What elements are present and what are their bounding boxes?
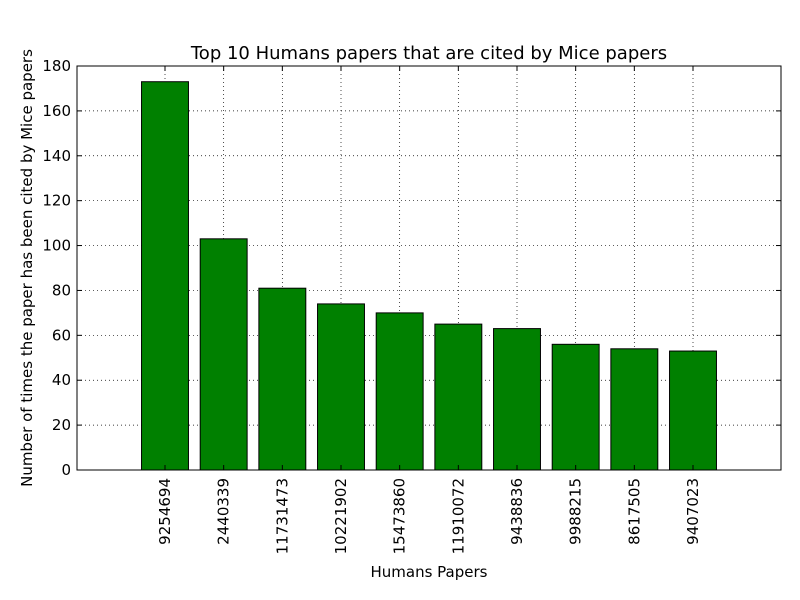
y-tick-label: 40 xyxy=(52,371,71,389)
x-tick-label: 10221902 xyxy=(332,478,350,554)
bar-15473860 xyxy=(375,312,424,471)
x-tick-label: 9254694 xyxy=(156,478,174,545)
y-tick-label: 160 xyxy=(42,102,71,120)
x-tick-label: 8617505 xyxy=(625,478,643,545)
bar-8617505 xyxy=(610,348,659,471)
x-tick-label: 11910072 xyxy=(449,478,467,554)
bar-9407023 xyxy=(669,350,717,471)
x-tick-label: 11731473 xyxy=(273,478,291,554)
bar-11731473 xyxy=(258,287,307,471)
bars xyxy=(141,81,717,471)
y-tick-label: 60 xyxy=(52,326,71,344)
bar-10221902 xyxy=(317,303,365,471)
bar-9254694 xyxy=(141,81,189,471)
bar-9988215 xyxy=(551,343,600,471)
chart-title: Top 10 Humans papers that are cited by M… xyxy=(190,43,667,64)
y-tick-label: 140 xyxy=(42,147,71,165)
y-axis-ticks: 0 20 40 60 80 100 120 140 160 180 xyxy=(42,57,781,479)
y-tick-label: 100 xyxy=(42,237,71,255)
bar-9438836 xyxy=(493,328,541,471)
x-axis-ticks: 9254694 2440339 11731473 10221902 15473860 11… xyxy=(156,66,702,554)
x-tick-label: 9438836 xyxy=(508,478,526,545)
plot-area xyxy=(77,66,781,470)
x-axis-label: Humans Papers xyxy=(371,563,488,581)
plot-frame xyxy=(76,65,782,471)
y-axis-label: Number of times the paper has been cited… xyxy=(18,49,36,487)
bar-11910072 xyxy=(434,323,483,471)
y-tick-label: 80 xyxy=(52,281,71,299)
x-tick-label: 15473860 xyxy=(391,478,409,554)
y-tick-label: 0 xyxy=(61,461,71,479)
bar-2440339 xyxy=(199,238,248,471)
x-tick-label: 9988215 xyxy=(567,478,585,545)
x-tick-label: 9407023 xyxy=(684,478,702,545)
x-tick-label: 2440339 xyxy=(215,478,233,545)
y-tick-label: 120 xyxy=(42,192,71,210)
y-tick-label: 180 xyxy=(42,57,71,75)
y-tick-label: 20 xyxy=(52,416,71,434)
